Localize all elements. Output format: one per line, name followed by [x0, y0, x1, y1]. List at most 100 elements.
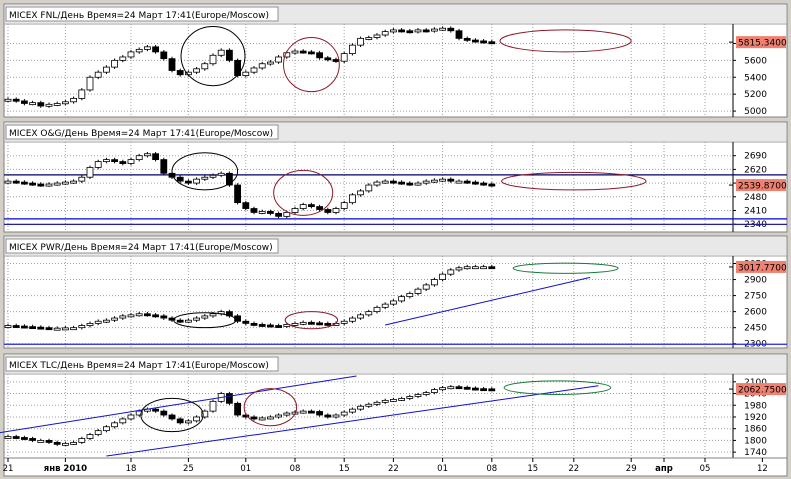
x-tick-label: 21: [3, 464, 14, 474]
candle: [62, 101, 69, 105]
candle: [103, 66, 110, 73]
candle: [53, 441, 61, 445]
candle: [258, 63, 266, 69]
candle: [217, 49, 225, 56]
candle: [439, 27, 447, 31]
candle: [332, 208, 340, 213]
candle: [365, 37, 373, 40]
candle: [439, 387, 447, 391]
candle: [201, 315, 209, 319]
candle: [463, 37, 471, 41]
candle: [143, 313, 151, 317]
candle: [307, 204, 315, 208]
candle: [70, 327, 77, 331]
candle: [135, 313, 143, 317]
candle: [135, 155, 143, 161]
candle: [398, 29, 406, 33]
candle: [307, 410, 315, 414]
candle: [250, 208, 258, 213]
panel-title: MICEX PWR/День Время=24 Март 17:41(Europ…: [9, 243, 273, 253]
candle: [340, 53, 348, 62]
candle: [340, 202, 348, 209]
candle: [152, 314, 160, 318]
candle: [168, 58, 176, 71]
y-tick-label: 2450: [744, 324, 767, 334]
candle: [127, 159, 135, 164]
candle: [234, 184, 242, 204]
candle: [365, 311, 373, 316]
candle: [307, 51, 315, 55]
candle: [398, 181, 406, 185]
candle: [463, 386, 471, 390]
panel-4: MICEX TLC/День Время=24 Март 17:41(Europ…: [0, 353, 788, 459]
candle: [455, 30, 463, 39]
candle: [258, 324, 266, 327]
x-tick-label: 01: [437, 464, 448, 474]
candle: [430, 28, 438, 32]
candle: [266, 61, 274, 65]
x-tick-label: 18: [126, 464, 137, 474]
candle: [193, 317, 201, 321]
candle: [119, 161, 127, 164]
last-value-box: [736, 179, 786, 192]
candle: [37, 183, 45, 187]
annotation-ellipse: [503, 380, 612, 396]
candle: [422, 392, 430, 395]
candle: [176, 319, 184, 323]
annotation-ellipse: [171, 152, 239, 191]
last-value-label: 2062.7500: [738, 386, 787, 396]
candle: [94, 430, 102, 435]
candle: [209, 313, 217, 317]
candle: [143, 46, 151, 50]
candle: [266, 416, 274, 420]
last-value-box: [736, 383, 786, 396]
candle: [37, 440, 45, 443]
candle: [4, 180, 12, 184]
candle: [275, 213, 283, 217]
candle: [250, 416, 258, 420]
candle: [488, 266, 496, 270]
trendline: [0, 375, 357, 434]
x-tick-label: 05: [700, 464, 711, 474]
candle: [422, 284, 430, 290]
candle: [12, 180, 20, 184]
candle: [209, 174, 217, 178]
y-tick-label: 2750: [744, 292, 767, 302]
candle: [45, 183, 53, 187]
candle: [389, 29, 397, 33]
candle: [62, 442, 69, 446]
x-tick-label: 25: [183, 464, 194, 474]
x-axis-bar: [3, 457, 788, 477]
candle: [373, 306, 381, 313]
candle: [389, 180, 397, 184]
candle: [389, 398, 397, 402]
candle: [86, 434, 94, 439]
candle: [398, 398, 406, 401]
candle: [348, 317, 356, 322]
candle: [340, 320, 348, 324]
candle: [119, 56, 127, 61]
panel-title: MICEX O&G/День Время=24 Март 17:41(Europ…: [9, 129, 273, 139]
candle: [135, 410, 143, 416]
candle: [45, 103, 53, 107]
annotation-ellipse: [512, 262, 619, 274]
candle: [471, 266, 479, 270]
candle: [242, 414, 250, 418]
y-tick-label: 2690: [744, 152, 767, 162]
candle: [242, 202, 250, 209]
candle: [250, 67, 258, 73]
trendline: [385, 276, 591, 326]
y-tick-label: 2900: [744, 276, 767, 286]
candle: [275, 414, 283, 418]
candle: [373, 401, 381, 405]
panel-title-box: [5, 356, 279, 372]
y-tick-label: 1800: [744, 436, 767, 446]
candle: [53, 182, 61, 186]
y-tick-label: 1740: [744, 448, 767, 458]
x-tick-label: 15: [527, 464, 538, 474]
candle: [250, 322, 258, 326]
candle: [94, 320, 102, 324]
candle: [422, 180, 430, 184]
candle: [299, 204, 307, 209]
candle: [463, 180, 471, 184]
